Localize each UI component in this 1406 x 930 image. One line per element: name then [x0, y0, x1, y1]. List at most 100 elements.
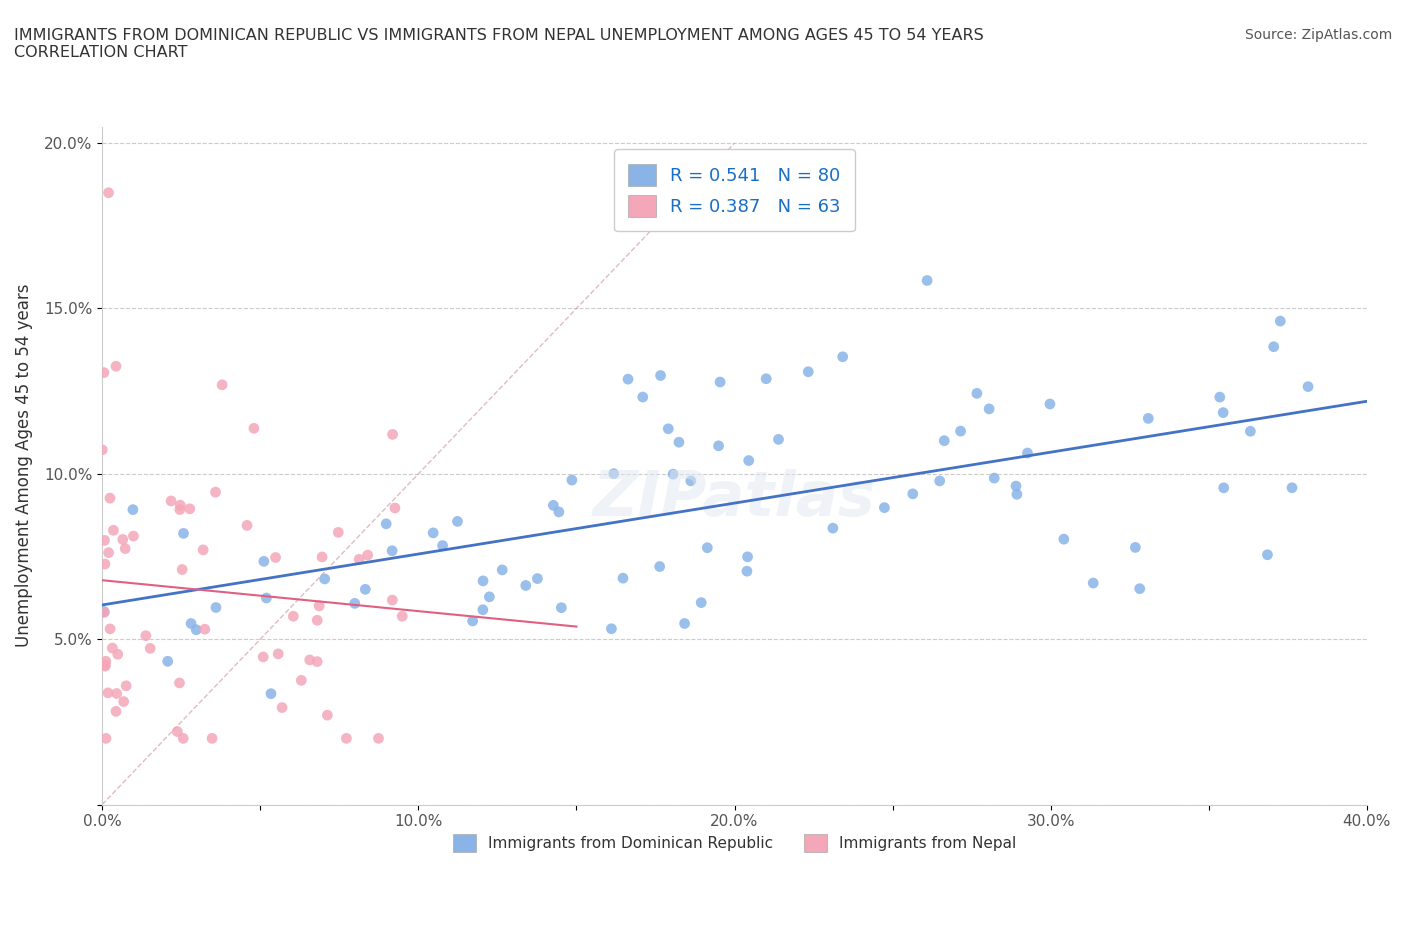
Point [105, 359, 128, 374]
Point [283, 609, 305, 624]
Point [156, 654, 179, 669]
Point [98, 491, 121, 506]
Point [105, 686, 128, 701]
Point [93, 533, 115, 548]
Point [472, 574, 495, 589]
Point [375, 516, 398, 531]
Point [307, 654, 329, 669]
Point [391, 609, 413, 624]
Point [491, 563, 513, 578]
Point [1039, 396, 1062, 411]
Point [94, 654, 117, 669]
Point [673, 616, 696, 631]
Point [160, 494, 183, 509]
Point [384, 500, 406, 515]
Point [307, 613, 329, 628]
Text: ZIPatlas: ZIPatlas [593, 470, 876, 529]
Text: Source: ZipAtlas.com: Source: ZipAtlas.com [1244, 28, 1392, 42]
Point [357, 548, 380, 563]
Point [169, 502, 191, 517]
Point [328, 525, 350, 539]
Point [253, 554, 276, 569]
Point [600, 621, 623, 636]
Point [471, 603, 494, 618]
Y-axis label: Unemployment Among Ages 45 to 54 years: Unemployment Among Ages 45 to 54 years [15, 284, 32, 647]
Point [186, 622, 208, 637]
Point [260, 686, 283, 701]
Point [308, 598, 330, 613]
Point [983, 471, 1005, 485]
Point [901, 486, 924, 501]
Point [193, 542, 215, 557]
Point [1005, 479, 1028, 494]
Point [135, 629, 157, 644]
Point [1053, 532, 1076, 547]
Point [194, 622, 217, 637]
Point [367, 731, 389, 746]
Point [561, 472, 583, 487]
Point [314, 571, 336, 586]
Point [735, 564, 758, 578]
Point [543, 498, 565, 512]
Point [1256, 548, 1278, 563]
Point [648, 559, 671, 574]
Point [1137, 411, 1160, 426]
Point [631, 390, 654, 405]
Point [707, 438, 730, 453]
Legend: Immigrants from Dominican Republic, Immigrants from Nepal: Immigrants from Dominican Republic, Immi… [440, 821, 1028, 865]
Point [201, 731, 224, 746]
Point [98, 621, 121, 636]
Point [97, 185, 120, 200]
Point [316, 708, 339, 723]
Point [211, 378, 233, 392]
Point [91, 443, 114, 458]
Point [515, 578, 537, 593]
Point [290, 673, 312, 688]
Point [478, 590, 501, 604]
Point [526, 571, 548, 586]
Point [1270, 313, 1292, 328]
Point [122, 502, 145, 517]
Point [94, 658, 117, 672]
Point [1083, 576, 1105, 591]
Point [115, 678, 138, 693]
Point [690, 595, 713, 610]
Point [311, 550, 333, 565]
Point [915, 273, 938, 288]
Point [1209, 390, 1232, 405]
Point [111, 532, 134, 547]
Point [180, 616, 202, 631]
Point [432, 538, 454, 553]
Point [831, 350, 853, 365]
Point [381, 592, 404, 607]
Point [112, 694, 135, 709]
Point [461, 614, 484, 629]
Point [422, 525, 444, 540]
Point [172, 731, 194, 746]
Point [354, 582, 377, 597]
Point [179, 501, 201, 516]
Point [738, 453, 761, 468]
Point [934, 433, 956, 448]
Point [966, 386, 988, 401]
Point [1129, 581, 1152, 596]
Point [97, 545, 120, 560]
Point [381, 427, 404, 442]
Point [114, 541, 136, 556]
Point [1281, 480, 1303, 495]
Point [298, 653, 321, 668]
Point [709, 375, 731, 390]
Point [617, 372, 640, 387]
Point [928, 473, 950, 488]
Point [173, 526, 195, 541]
Point [1239, 424, 1261, 439]
Point [264, 550, 287, 565]
Point [343, 596, 366, 611]
Point [94, 557, 117, 572]
Point [93, 605, 115, 620]
Point [101, 641, 124, 656]
Point [252, 649, 274, 664]
Point [821, 521, 844, 536]
Point [768, 432, 790, 446]
Point [169, 675, 191, 690]
